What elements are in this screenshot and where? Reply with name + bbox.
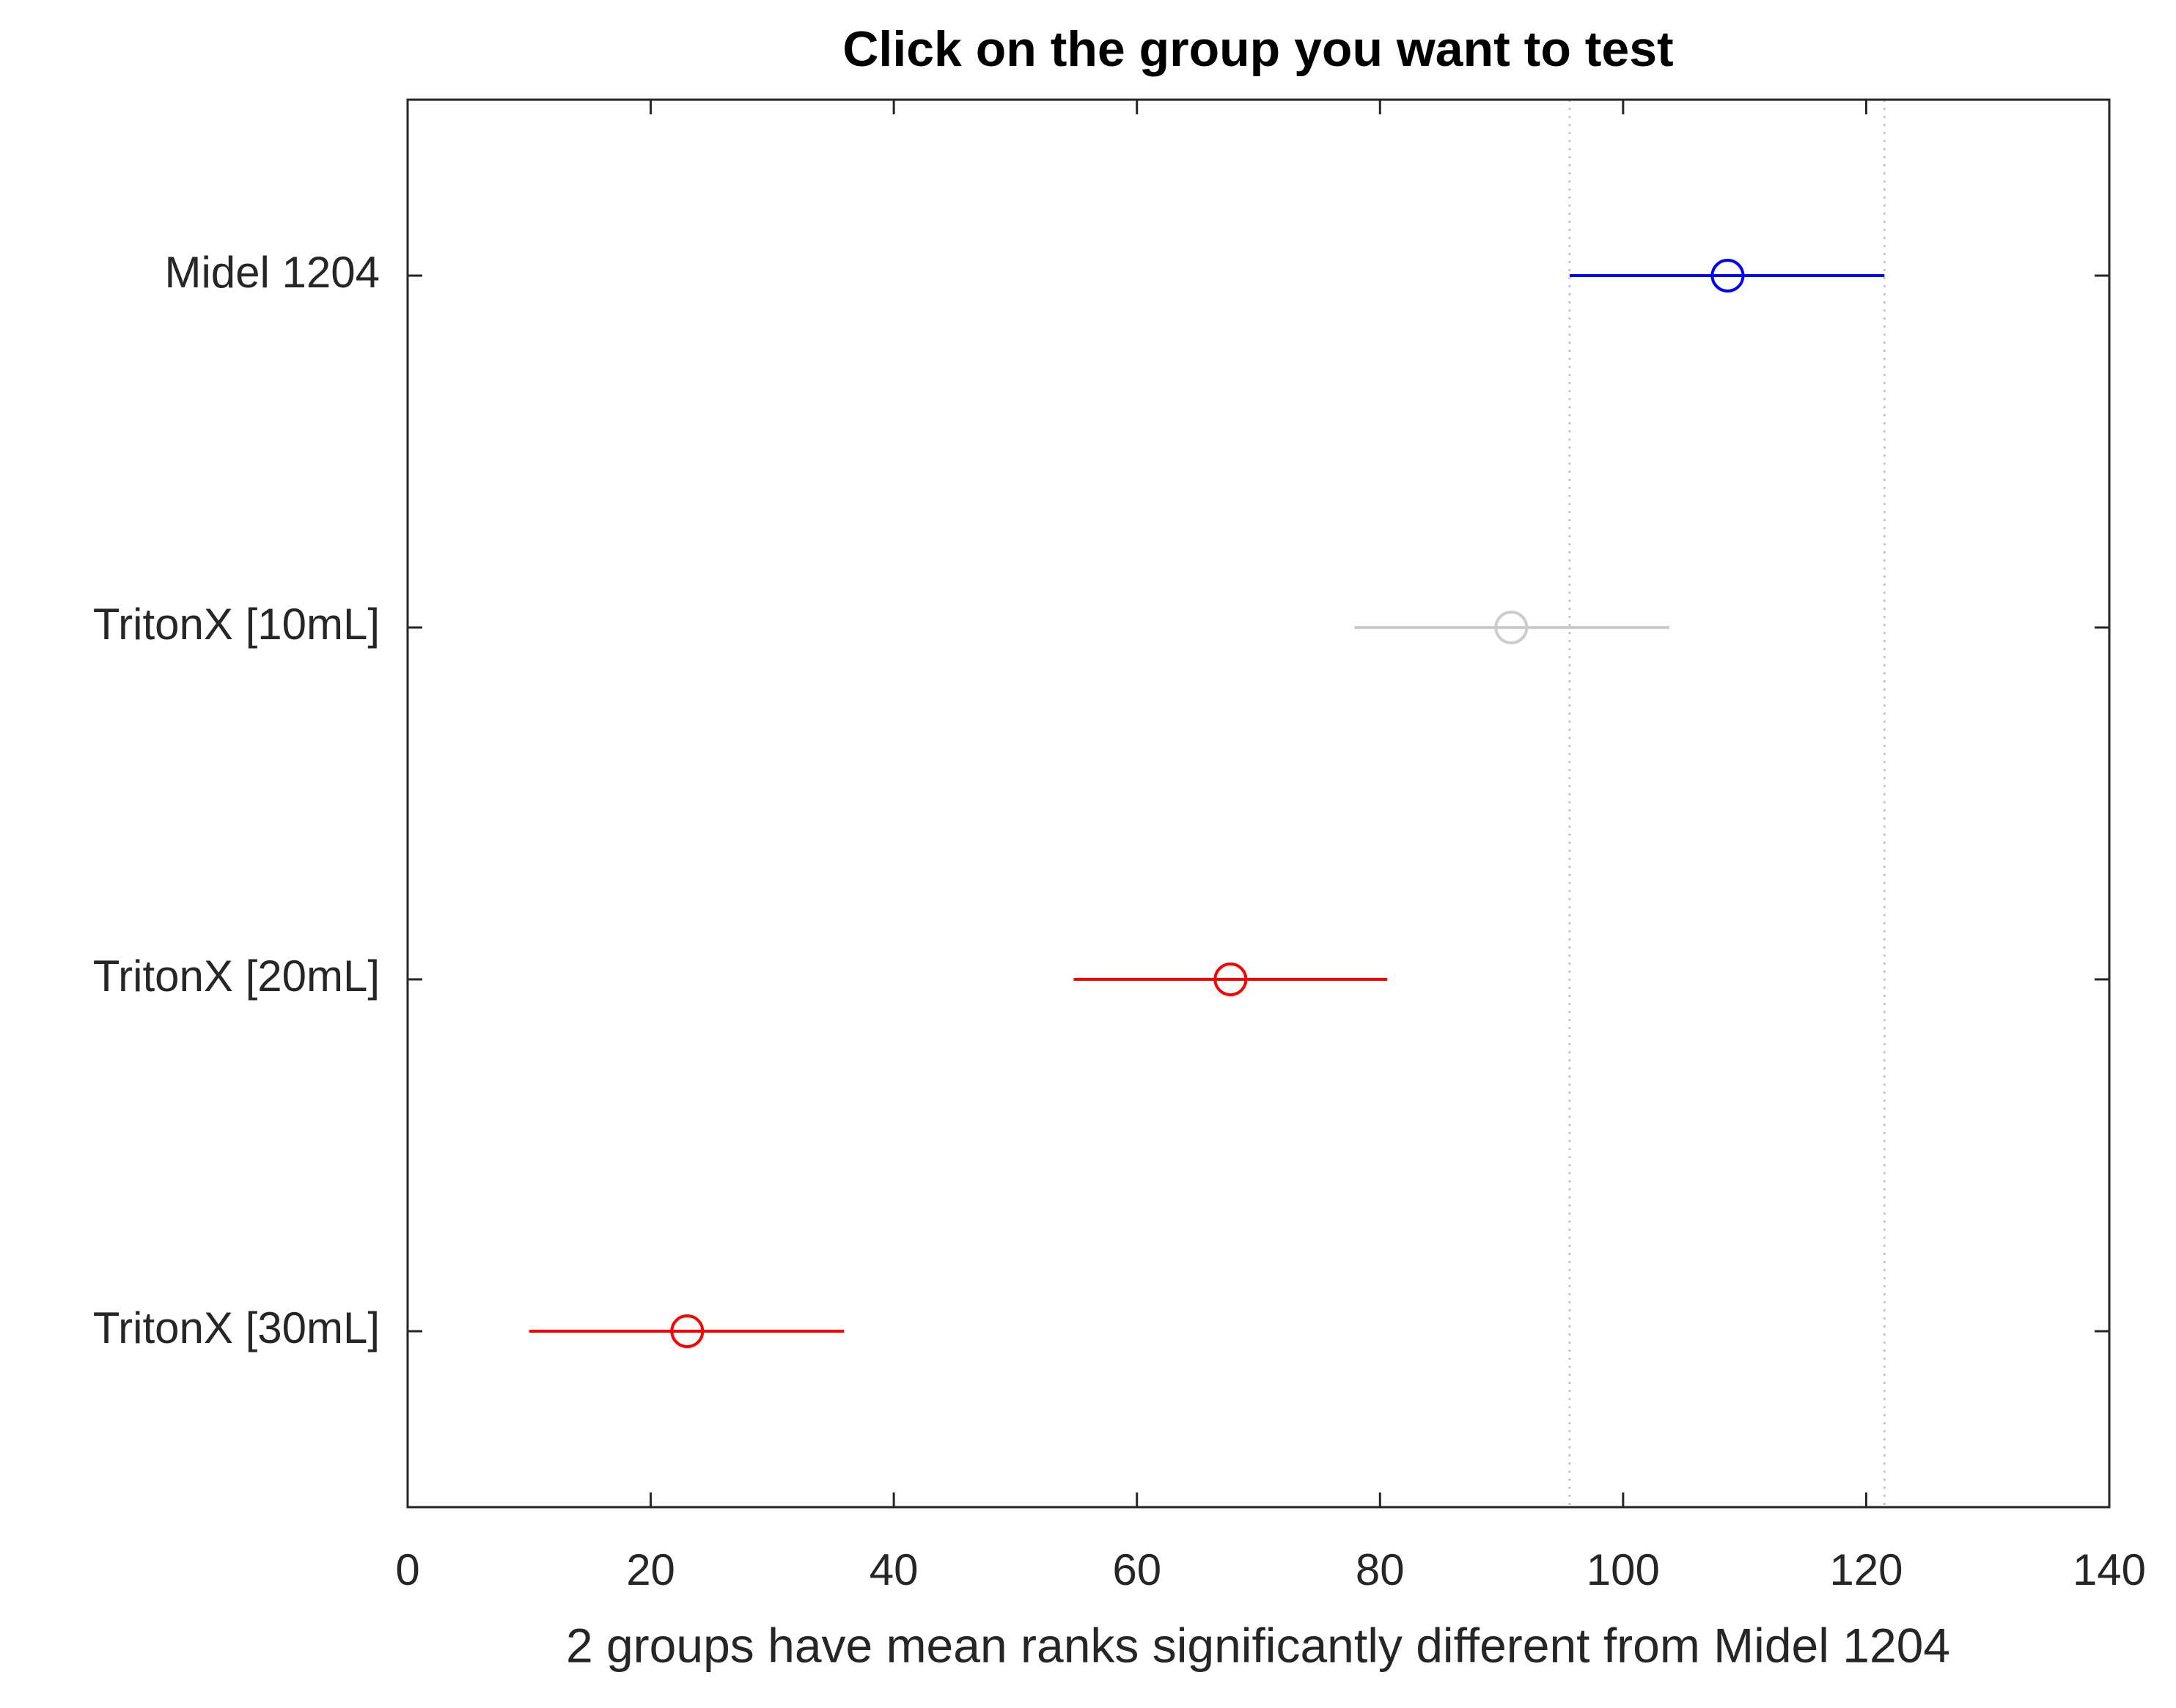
y-tick-label[interactable]: Midel 1204 <box>164 248 380 297</box>
x-tick-label: 20 <box>626 1545 675 1594</box>
x-tick-label: 120 <box>1829 1545 1903 1594</box>
y-tick-label[interactable]: TritonX [30mL] <box>93 1303 380 1352</box>
x-tick-label: 60 <box>1112 1545 1161 1594</box>
x-axis-label: 2 groups have mean ranks significantly d… <box>566 1618 1950 1672</box>
mean-marker[interactable] <box>1494 611 1529 644</box>
y-tick-label[interactable]: TritonX [20mL] <box>93 951 380 1001</box>
x-tick-label: 80 <box>1356 1545 1405 1594</box>
plot-box <box>406 98 2111 1509</box>
y-tick-label[interactable]: TritonX [10mL] <box>93 600 380 649</box>
chart-title: Click on the group you want to test <box>842 21 1673 77</box>
mean-marker[interactable] <box>670 1314 705 1348</box>
x-tick-label: 40 <box>870 1545 919 1594</box>
mean-marker[interactable] <box>1710 259 1745 292</box>
x-tick-label: 140 <box>2073 1545 2146 1594</box>
x-tick-label: 0 <box>395 1545 419 1594</box>
x-tick-label: 100 <box>1587 1545 1660 1594</box>
mean-marker[interactable] <box>1213 962 1248 996</box>
